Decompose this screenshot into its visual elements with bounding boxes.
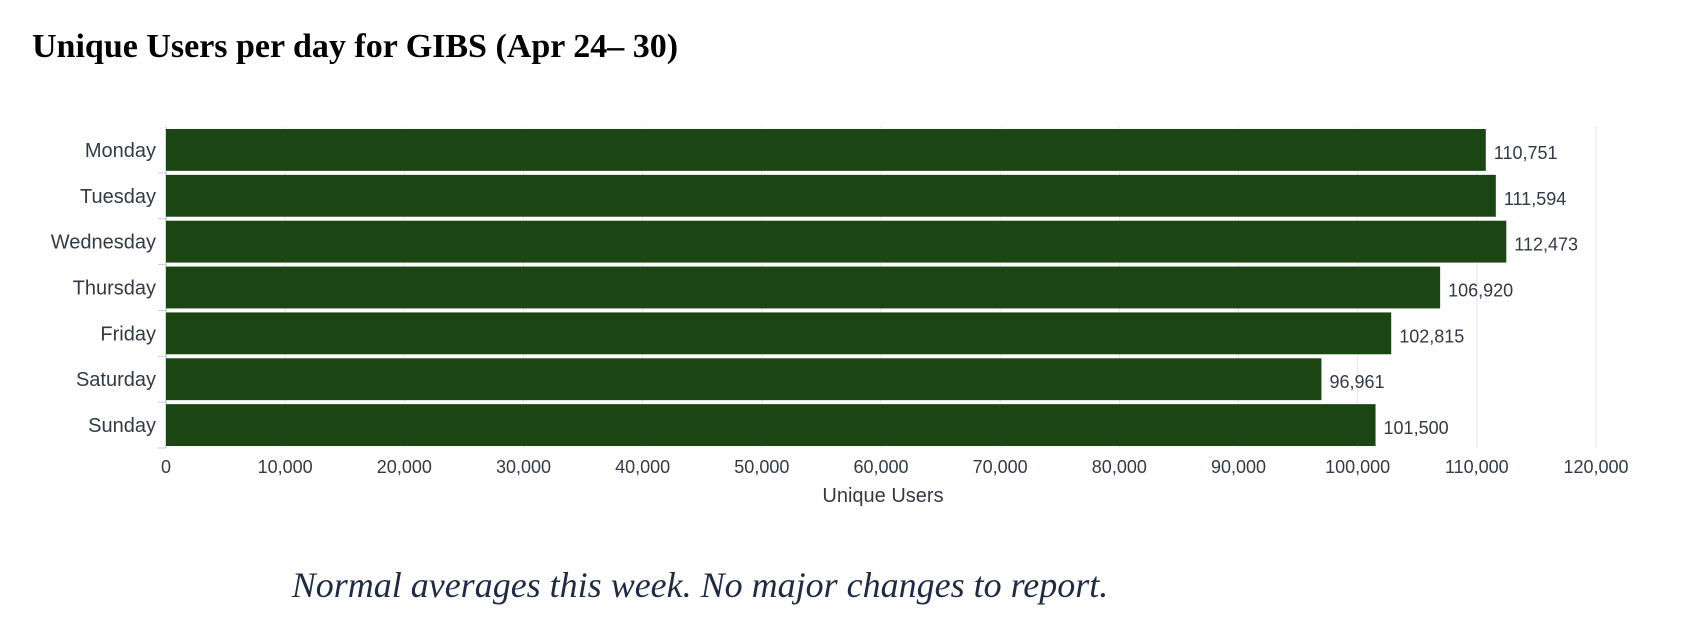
x-tick-label: 120,000 [1563,457,1628,477]
x-tick-label: 70,000 [973,457,1028,477]
y-category-label: Tuesday [80,186,156,208]
x-tick-label: 30,000 [496,457,551,477]
bar [166,174,1496,217]
x-tick-label: 90,000 [1211,457,1266,477]
bar-value-label: 106,920 [1448,281,1513,301]
x-tick-label: 80,000 [1092,457,1147,477]
bar-value-label: 111,594 [1504,189,1566,209]
summary-caption: Normal averages this week. No major chan… [291,565,1109,605]
y-category-label: Wednesday [51,232,156,254]
bar-chart: 0 10,000 20,000 30,000 40,000 50,000 60,000 70,… [51,127,1629,507]
x-tick-label: 20,000 [377,457,432,477]
x-tick-label: 100,000 [1325,457,1390,477]
x-tick-label: 110,000 [1445,457,1509,477]
labels: 0 10,000 20,000 30,000 40,000 50,000 60,000 70,… [51,140,1629,477]
x-axis-title: Unique Users [822,485,943,507]
y-category-label: Friday [100,323,156,345]
bar [166,129,1486,171]
y-category-label: Saturday [76,369,156,391]
x-tick-label: 0 [161,457,171,477]
bar-value-label: 96,961 [1329,372,1384,392]
bars [166,129,1507,446]
page-title: Unique Users per day for GIBS (Apr 24– 3… [32,28,679,65]
x-tick-label: 10,000 [258,457,313,477]
x-tick-label: 50,000 [734,457,789,477]
x-tick-label: 40,000 [615,457,670,477]
bar-value-label: 110,751 [1494,143,1558,163]
bar-value-label: 112,473 [1514,235,1578,255]
bar [166,266,1441,309]
bar [166,404,1376,446]
bar [166,312,1392,355]
bar-value-label: 101,500 [1384,418,1449,438]
y-category-label: Monday [85,140,156,162]
bar [166,220,1507,263]
y-category-label: Sunday [88,415,156,437]
x-tick-label: 60,000 [853,457,908,477]
bar-value-label: 102,815 [1399,326,1464,346]
bar [166,358,1322,401]
y-category-label: Thursday [73,278,156,300]
